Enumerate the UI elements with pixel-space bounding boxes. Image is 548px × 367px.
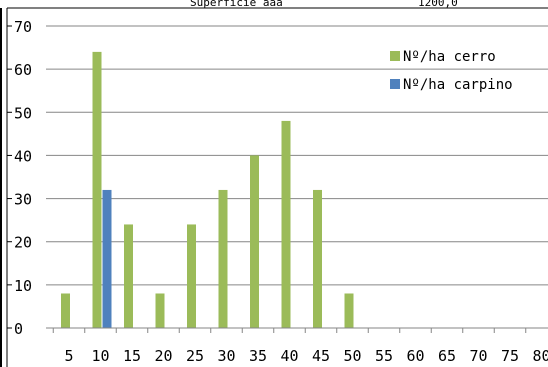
x-axis-ticks: 5 10 15 20 25 30 35 40 45 50 55 60 65 70 75 80: [52, 328, 548, 365]
header-right-text: 1200,0: [418, 0, 458, 9]
bar-cerro-20: [155, 293, 165, 328]
x-tick-label: 35: [249, 347, 267, 365]
bar-cerro-35: [250, 155, 259, 328]
x-tick-label: 15: [123, 347, 141, 365]
bar-cerro-25: [187, 224, 196, 328]
x-tick-label: 10: [91, 347, 109, 365]
x-tick-label: 80: [532, 347, 548, 365]
x-tick-label: 60: [406, 347, 424, 365]
x-tick-label: 20: [154, 347, 172, 365]
legend-swatch-cerro: [390, 51, 400, 61]
x-tick-label: 5: [64, 347, 73, 365]
y-tick-label: 10: [14, 277, 32, 295]
legend-label-carpino: Nº/ha carpino: [403, 77, 513, 93]
y-tick-label: 30: [14, 191, 32, 209]
y-tick-label: 50: [14, 104, 32, 122]
x-tick-label: 40: [280, 347, 298, 365]
x-tick-label: 55: [375, 347, 393, 365]
bar-cerro-45: [313, 189, 322, 328]
y-tick-label: 70: [14, 18, 32, 36]
x-tick-label: 65: [438, 347, 456, 365]
legend-label-cerro: Nº/ha cerro: [403, 49, 496, 65]
x-tick-label: 30: [217, 347, 235, 365]
gridlines: [46, 25, 548, 286]
x-tick-label: 75: [501, 347, 519, 365]
x-tick-label: 25: [186, 347, 204, 365]
y-tick-label: 20: [14, 234, 32, 252]
bars: [61, 51, 354, 329]
x-tick-label: 50: [343, 347, 361, 365]
y-tick-label: 0: [14, 320, 23, 338]
x-tick-label: 45: [312, 347, 330, 365]
header-left-text: Superficie aaa: [190, 0, 283, 9]
y-axis-ticks: 0 10 20 30 40 50 60 70: [7, 18, 32, 338]
bar-cerro-15: [124, 224, 133, 328]
bar-cerro-50: [344, 293, 354, 328]
bar-carpino-10: [102, 189, 112, 328]
legend: Nº/ha cerro Nº/ha carpino: [390, 49, 513, 93]
bar-cerro-40: [281, 120, 291, 329]
y-tick-label: 60: [14, 61, 32, 79]
bar-cerro-5: [61, 293, 70, 328]
bar-cerro-10: [92, 51, 102, 329]
x-tick-label: 70: [469, 347, 487, 365]
legend-swatch-carpino: [390, 79, 400, 89]
bar-cerro-30: [218, 189, 228, 328]
y-tick-label: 40: [14, 147, 32, 165]
